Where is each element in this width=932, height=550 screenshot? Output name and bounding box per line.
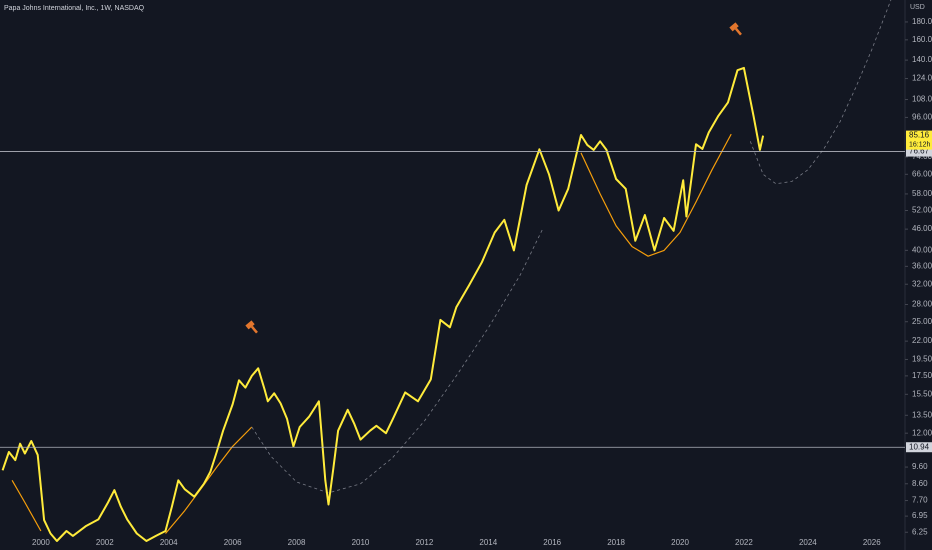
y-tick-label: 22.00 [912, 336, 932, 345]
y-tick-label: 8.60 [912, 479, 928, 488]
y-tick-label: 6.95 [912, 511, 928, 520]
x-tick-label: 2010 [352, 538, 370, 547]
x-tick-label: 2022 [735, 538, 753, 547]
y-tick-label: 7.70 [912, 496, 928, 505]
y-tick-label: 140.00 [912, 55, 932, 64]
projection-line [251, 228, 543, 494]
x-tick-label: 2026 [863, 538, 881, 547]
y-tick-label: 25.00 [912, 317, 932, 326]
y-tick-label: 13.50 [912, 410, 932, 419]
cup-line [11, 480, 42, 532]
y-tick-label: 40.00 [912, 245, 932, 254]
x-tick-label: 2024 [799, 538, 817, 547]
countdown: 16:12h [909, 141, 931, 148]
last-price: 85.16 [909, 131, 930, 140]
x-tick-label: 2004 [160, 538, 178, 547]
last-price-bg [906, 130, 932, 150]
y-tick-label: 160.00 [912, 35, 932, 44]
projection-line [749, 0, 892, 185]
x-tick-label: 2018 [607, 538, 625, 547]
price-label: 10.94 [909, 442, 930, 451]
y-tick-label: 58.00 [912, 189, 932, 198]
price-label-bg [906, 146, 932, 157]
x-tick-label: 2016 [543, 538, 561, 547]
x-tick-label: 2012 [415, 538, 433, 547]
cup-line [580, 133, 732, 257]
hammer-icon [245, 320, 258, 334]
x-tick-label: 2000 [32, 538, 50, 547]
x-tick-label: 2014 [479, 538, 497, 547]
hammer-icon [729, 22, 742, 36]
x-tick-label: 2006 [224, 538, 242, 547]
y-tick-label: 108.00 [912, 95, 932, 104]
price-line [1, 66, 765, 542]
y-tick-label: 180.00 [912, 17, 932, 26]
plot-area [1, 0, 892, 542]
cup-line [165, 426, 253, 534]
y-tick-label: 28.00 [912, 300, 932, 309]
y-tick-label: 12.00 [912, 428, 932, 437]
y-tick-label: 9.60 [912, 462, 928, 471]
y-tick-label: 17.50 [912, 371, 932, 380]
y-tick-label: 52.00 [912, 206, 932, 215]
y-tick-label: 36.00 [912, 261, 932, 270]
y-tick-label: 15.50 [912, 389, 932, 398]
y-tick-label: 19.50 [912, 355, 932, 364]
y-unit: USD [910, 4, 925, 11]
y-tick-label: 66.00 [912, 169, 932, 178]
y-tick-label: 46.00 [912, 224, 932, 233]
price-label-bg [906, 442, 932, 453]
y-tick-label: 96.00 [912, 113, 932, 122]
x-tick-label: 2008 [288, 538, 306, 547]
price-label: 76.67 [909, 147, 930, 156]
y-tick-label: 124.00 [912, 74, 932, 83]
x-tick-label: 2002 [96, 538, 114, 547]
y-tick-label: 6.25 [912, 527, 928, 536]
y-tick-label: 32.00 [912, 279, 932, 288]
chart-title: Papa Johns International, Inc., 1W, NASD… [4, 5, 145, 12]
x-tick-label: 2020 [671, 538, 689, 547]
